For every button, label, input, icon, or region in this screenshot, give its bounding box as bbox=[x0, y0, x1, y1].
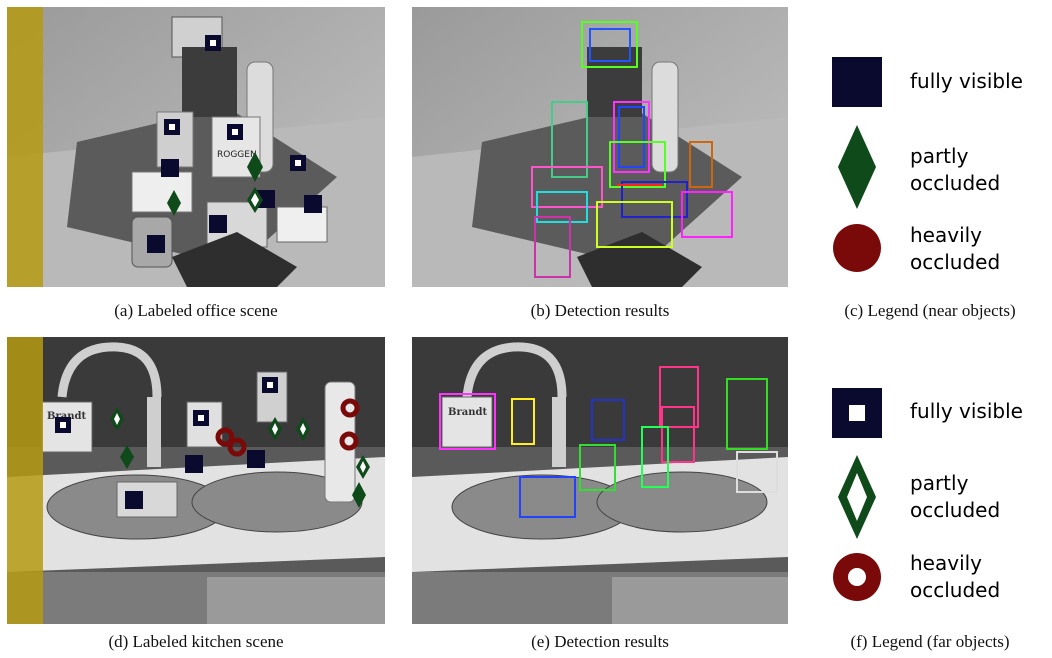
kitchen-label-markers bbox=[55, 377, 370, 509]
detection-boxes bbox=[531, 21, 733, 278]
kitchen-brand-right-text: Brandt bbox=[448, 407, 487, 418]
diamond-filled-icon bbox=[838, 125, 876, 214]
office-product-text: ROGGEN bbox=[217, 150, 257, 160]
kitchen-labeled-image: Brandt bbox=[7, 337, 385, 624]
diamond-hollow-icon bbox=[838, 455, 876, 544]
caption-c: (c) Legend (near objects) bbox=[844, 301, 1016, 320]
legend-near-heavily-1: heavily bbox=[910, 223, 983, 247]
circle-filled-icon bbox=[833, 224, 881, 272]
caption-e: (e) Detection results bbox=[531, 632, 669, 651]
kitchen-detection-image: Brandt bbox=[412, 337, 788, 624]
kitchen-brand-left-text: Brandt bbox=[47, 411, 86, 422]
legend-far-heavily-1: heavily bbox=[910, 551, 983, 575]
legend-far-fully: fully visible bbox=[910, 399, 1023, 423]
ring-icon bbox=[833, 553, 881, 601]
legend-near-heavily-2: occluded bbox=[910, 250, 1001, 274]
kitchen-detection-boxes bbox=[439, 366, 778, 518]
caption-b: (b) Detection results bbox=[530, 301, 670, 320]
yellow-band-kitchen bbox=[7, 337, 43, 624]
legend-near-partly-1: partly bbox=[910, 144, 969, 168]
office-detection-image bbox=[412, 7, 788, 287]
caption-d: (d) Labeled kitchen scene bbox=[108, 632, 284, 651]
square-hollow-icon bbox=[832, 388, 882, 438]
legend-far-heavily-2: occluded bbox=[910, 578, 1001, 602]
legend-far-partly-2: occluded bbox=[910, 498, 1001, 522]
caption-f: (f) Legend (far objects) bbox=[850, 632, 1010, 651]
label-markers bbox=[147, 35, 322, 253]
legend-near-partly-2: occluded bbox=[910, 171, 1001, 195]
legend-far-partly-1: partly bbox=[910, 471, 969, 495]
legend-near-fully: fully visible bbox=[910, 69, 1023, 93]
office-labeled-image: ROGGEN bbox=[7, 7, 385, 287]
yellow-band bbox=[7, 7, 43, 287]
caption-a: (a) Labeled office scene bbox=[114, 301, 278, 320]
square-filled-icon bbox=[832, 57, 882, 107]
